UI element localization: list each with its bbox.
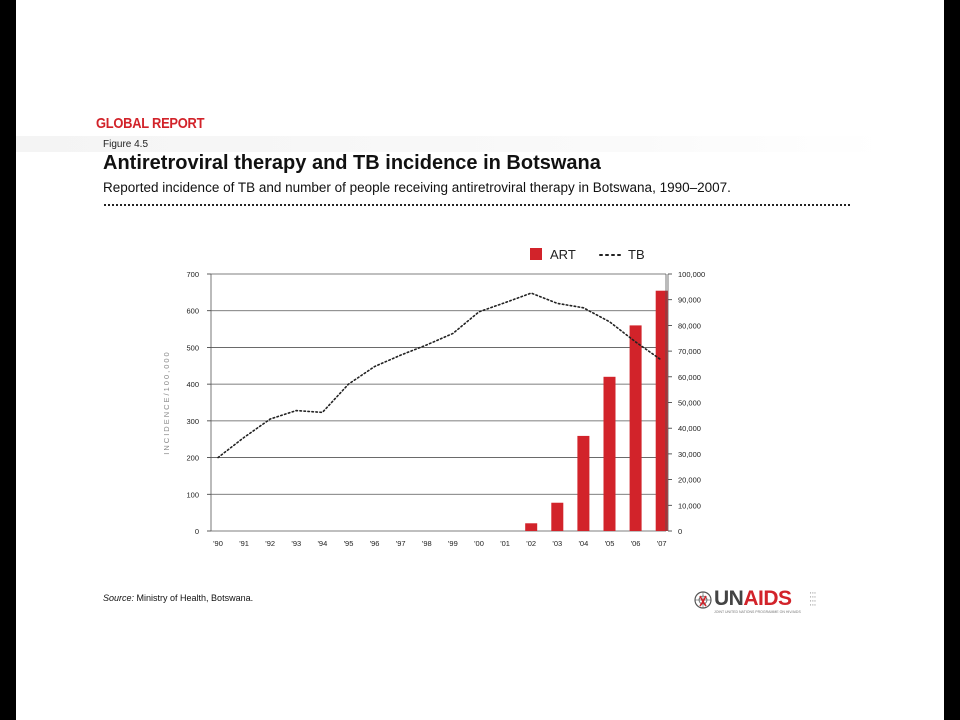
tb-series-line <box>217 292 663 459</box>
x-tick-label: '07 <box>657 539 667 548</box>
x-tick-label: '01 <box>500 539 510 548</box>
art-bar <box>629 325 642 531</box>
left-tick-label: 200 <box>186 454 199 463</box>
source-text: Ministry of Health, Botswana. <box>134 593 254 603</box>
unaids-logo: UNAIDS JOINT UNITED NATIONS PROGRAMME ON… <box>694 587 844 614</box>
logo-tagline: JOINT UNITED NATIONS PROGRAMME ON HIV/AI… <box>714 610 801 614</box>
x-tick-label: '00 <box>474 539 484 548</box>
x-tick-label: '04 <box>579 539 589 548</box>
right-tick-label: 30,000 <box>678 450 701 459</box>
slide: GLOBAL REPORT Figure 4.5 Antiretroviral … <box>16 0 944 720</box>
art-bar <box>525 523 538 531</box>
x-tick-label: '06 <box>631 539 641 548</box>
x-tick-label: '94 <box>318 539 328 548</box>
x-tick-label: '91 <box>239 539 249 548</box>
right-tick-label: 50,000 <box>678 399 701 408</box>
logo-wordmark: UNAIDS <box>714 587 792 610</box>
figure-subtitle: Reported incidence of TB and number of p… <box>103 180 731 195</box>
right-tick-label: 80,000 <box>678 321 701 330</box>
right-tick-label: 20,000 <box>678 476 701 485</box>
chart: 0 100 200 300 400 500 600 700 0 10,000 20,000 30,00… <box>162 247 705 548</box>
chart-legend: ART TB <box>530 247 645 262</box>
right-tick-label: 40,000 <box>678 424 701 433</box>
art-bar <box>551 502 564 531</box>
report-label: GLOBAL REPORT <box>96 115 205 132</box>
x-tick-label: '96 <box>370 539 380 548</box>
x-tick-label: '05 <box>605 539 615 548</box>
art-bars <box>525 290 668 531</box>
art-bar <box>603 376 616 531</box>
right-tick-label: 100,000 <box>678 270 705 279</box>
x-tick-label: '99 <box>448 539 458 548</box>
y-axis-label: INCIDENCE/100,000 <box>162 350 171 454</box>
legend-tb-label: TB <box>628 247 645 262</box>
figure-number: Figure 4.5 <box>103 139 149 150</box>
left-tick-label: 400 <box>186 380 199 389</box>
tb-line <box>217 292 663 459</box>
art-bar <box>655 290 668 531</box>
left-tick-label: 700 <box>186 270 199 279</box>
left-tick-label: 500 <box>186 343 199 352</box>
chart-grid <box>211 273 666 532</box>
right-tick-label: 70,000 <box>678 347 701 356</box>
left-tick-label: 300 <box>186 417 199 426</box>
figure-title: Antiretroviral therapy and TB incidence … <box>103 152 601 174</box>
x-tick-label: '92 <box>265 539 275 548</box>
x-tick-label: '02 <box>526 539 536 548</box>
x-tick-label: '98 <box>422 539 432 548</box>
right-tick-label: 0 <box>678 527 682 536</box>
header-band <box>16 136 886 152</box>
left-tick-label: 0 <box>195 527 199 536</box>
legend-art-swatch <box>530 248 542 260</box>
right-tick-label: 90,000 <box>678 296 701 305</box>
x-tick-label: '03 <box>552 539 562 548</box>
art-bar <box>577 435 590 531</box>
x-tick-label: '97 <box>396 539 406 548</box>
logo-cosponsors: ▪ ▪ ▪ ▪ ▪ ▪ ▪ ▪ ▪ ▪ ▪ ▪ <box>810 591 816 607</box>
chart-axes: 0 100 200 300 400 500 600 700 0 10,000 20,000 30,00… <box>162 270 705 548</box>
dotted-divider <box>104 204 850 206</box>
x-tick-label: '90 <box>213 539 223 548</box>
left-tick-label: 600 <box>186 307 199 316</box>
source-note: Source: Ministry of Health, Botswana. <box>103 593 253 603</box>
x-tick-label: '93 <box>291 539 301 548</box>
x-tick-label: '95 <box>344 539 354 548</box>
source-label: Source: <box>103 593 135 603</box>
right-tick-label: 10,000 <box>678 501 701 510</box>
legend-art-label: ART <box>550 247 576 262</box>
right-tick-label: 60,000 <box>678 373 701 382</box>
left-tick-label: 100 <box>186 490 199 499</box>
un-emblem-icon <box>694 591 712 609</box>
